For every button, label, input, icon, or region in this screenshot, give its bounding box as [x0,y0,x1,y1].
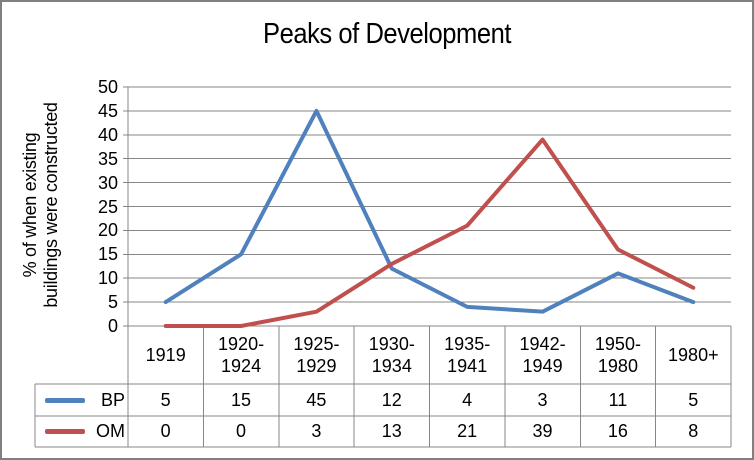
x-category-label-line: 1934 [371,356,412,376]
x-category-cell-1920-1924: 1920- 1924 [203,326,278,384]
y-tick-label-0: 0 [107,316,118,336]
table-value-bp-1925-1929: 45 [306,389,327,410]
series-line-bp [163,108,696,314]
table-value-bp-1930-1934: 12 [381,389,402,410]
x-category-label-line: 1935- [444,334,491,354]
legend-line-icon-om [45,429,85,434]
table-value-om-1942-1949: 39 [532,421,553,441]
x-category-cell-1919: 1919 [128,326,203,384]
x-category-cell-1950-1980: 1950- 1980 [580,326,655,384]
x-category-label-line: 1924 [221,356,262,376]
x-category-cell-1930-1934: 1930- 1934 [354,326,429,384]
legend-label-bp: BP [100,389,125,410]
table-value-bp-1920-1924: 15 [231,389,252,410]
x-category-cell-1942-1949: 1942- 1949 [505,326,580,384]
x-category-label-line: 1950- [594,334,641,354]
y-tick-label-25: 25 [97,196,118,217]
x-category-label-line: 1919 [145,345,186,365]
table-value-om-1925-1929: 3 [311,421,322,441]
legend-label-om: OM [96,421,125,441]
legend-cell-om: OM [35,416,128,447]
x-category-label-line: 1980+ [668,345,719,365]
table-value-bp-1950-1980: 11 [608,389,628,410]
y-tick-label-20: 20 [97,220,118,241]
x-category-cell-1925-1929: 1925- 1929 [279,326,354,384]
table-value-bp-1935-1941: 4 [462,389,473,410]
x-category-label-line: 1920- [218,334,265,354]
series-line-om [163,137,696,328]
y-tick-label-10: 10 [97,268,118,289]
x-category-label-line: 1941 [447,356,488,376]
chart-title: Peaks of Development [263,18,511,50]
x-category-label-line: 1942- [519,334,566,354]
y-tick-label-15: 15 [97,244,118,265]
table-value-om-1935-1941: 21 [457,421,478,441]
table-value-om-1919: 0 [160,421,171,441]
y-tick-label-35: 35 [97,148,118,169]
table-value-om-1920-1924: 0 [236,421,247,441]
y-tick-label-45: 45 [97,100,118,121]
x-category-label-line: 1930- [368,334,415,354]
x-category-label-line: 1925- [293,334,340,354]
table-value-bp-1980+: 5 [688,389,699,410]
y-tick-label-50: 50 [97,77,118,97]
legend-line-icon-bp [45,397,85,403]
y-tick-label-30: 30 [97,172,118,193]
y-tick-label-40: 40 [97,124,118,145]
x-category-label-line: 1949 [522,356,563,376]
table-value-om-1980+: 8 [688,421,699,441]
table-value-bp-1919: 5 [160,389,171,410]
x-category-cell-1980+: 1980+ [656,326,731,384]
x-category-label-line: 1980 [597,356,638,376]
y-tick-label-5: 5 [107,292,118,313]
x-category-cell-1935-1941: 1935- 1941 [430,326,505,384]
x-category-label-line: 1929 [296,356,337,376]
table-value-om-1930-1934: 13 [381,421,402,441]
legend-cell-bp: BP [35,384,128,416]
table-value-bp-1942-1949: 3 [537,389,548,410]
table-value-om-1950-1980: 16 [607,421,628,441]
